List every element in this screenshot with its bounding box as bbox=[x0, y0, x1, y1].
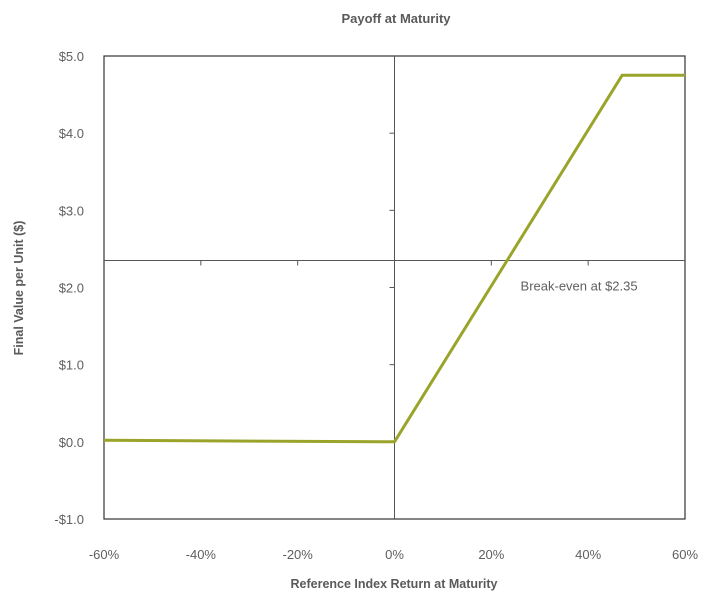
payoff-line bbox=[103, 73, 685, 444]
y-tick-label: $0.0 bbox=[59, 435, 84, 450]
y-axis-title: Final Value per Unit ($) bbox=[12, 221, 26, 356]
x-tick-label: -60% bbox=[89, 547, 120, 562]
chart-title: Payoff at Maturity bbox=[341, 11, 451, 26]
x-axis-title: Reference Index Return at Maturity bbox=[291, 577, 498, 591]
x-tick-label: 20% bbox=[478, 547, 504, 562]
axis-ticks bbox=[200, 132, 589, 443]
y-tick-label: $2.0 bbox=[59, 281, 84, 296]
y-tick-label: -$1.0 bbox=[54, 512, 84, 527]
tick-labels: -60% -40% -20% 0% 20% 40% 60% -$1.0 $0.0 $1.0 $2.0… bbox=[54, 49, 698, 562]
x-tick-label: 40% bbox=[575, 547, 601, 562]
y-tick-label: $5.0 bbox=[59, 49, 84, 64]
x-tick-label: 0% bbox=[385, 547, 404, 562]
x-tick-label: 60% bbox=[672, 547, 698, 562]
y-tick-label: $4.0 bbox=[59, 126, 84, 141]
y-tick-label: $3.0 bbox=[59, 203, 84, 218]
x-tick-label: -40% bbox=[186, 547, 217, 562]
x-tick-label: -20% bbox=[282, 547, 313, 562]
break-even-annotation: Break-even at $2.35 bbox=[521, 278, 638, 293]
series-lines bbox=[103, 73, 685, 444]
y-tick-label: $1.0 bbox=[59, 358, 84, 373]
